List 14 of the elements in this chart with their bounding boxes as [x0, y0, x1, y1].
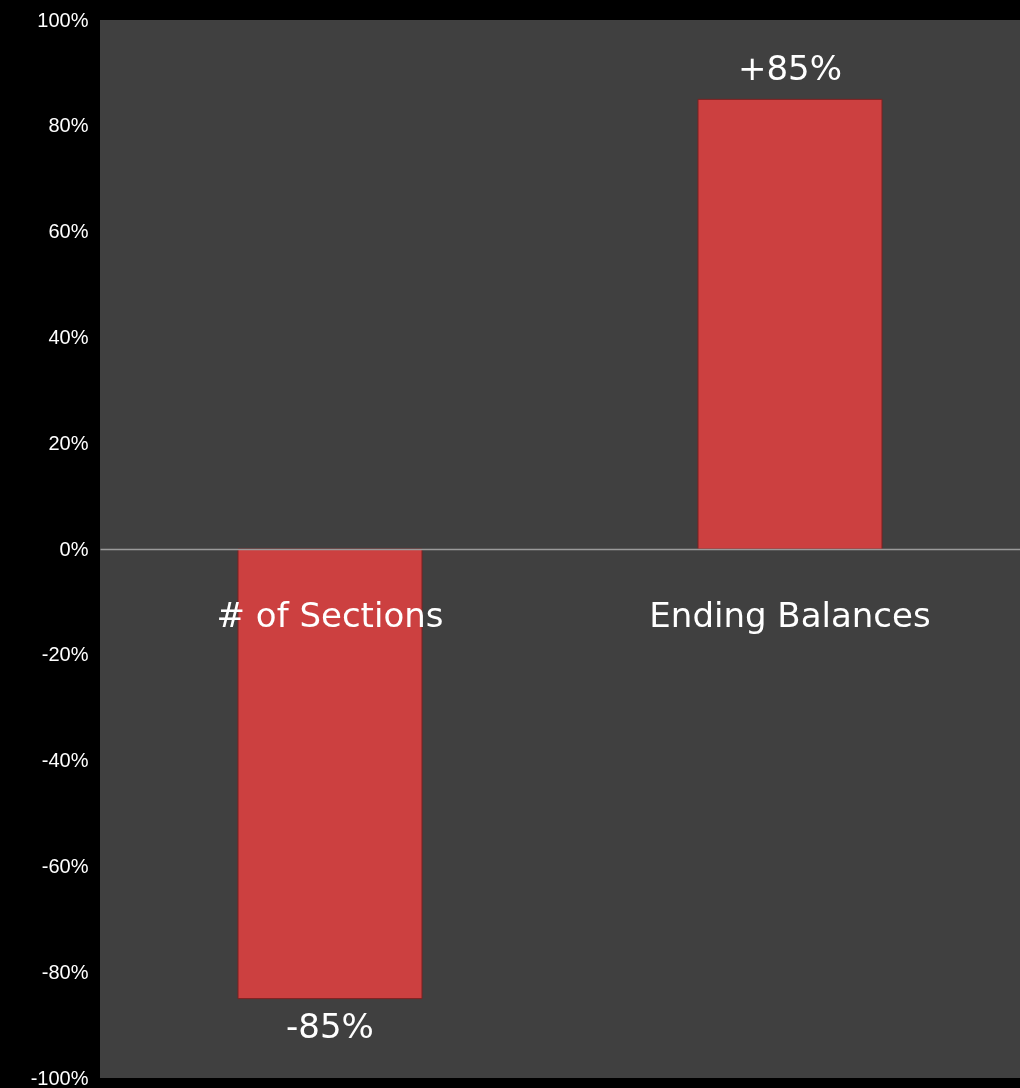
y-tick-label: -60%: [41, 854, 89, 877]
y-tick-label: -40%: [41, 749, 89, 772]
y-tick-label: -100%: [30, 1066, 89, 1088]
y-tick-label: 100%: [37, 8, 89, 31]
y-tick-label: 20%: [48, 431, 89, 454]
x-tick-label: Ending Balances: [649, 594, 931, 635]
y-tick-label: 80%: [48, 114, 89, 137]
data-label: +85%: [737, 48, 843, 89]
data-label: -85%: [286, 1005, 374, 1046]
y-tick-label: -20%: [41, 643, 89, 666]
y-tick-label: 40%: [48, 325, 89, 348]
y-tick-label: 0%: [59, 537, 89, 560]
y-tick-label: -80%: [41, 960, 89, 983]
y-tick-label: 60%: [48, 220, 89, 243]
